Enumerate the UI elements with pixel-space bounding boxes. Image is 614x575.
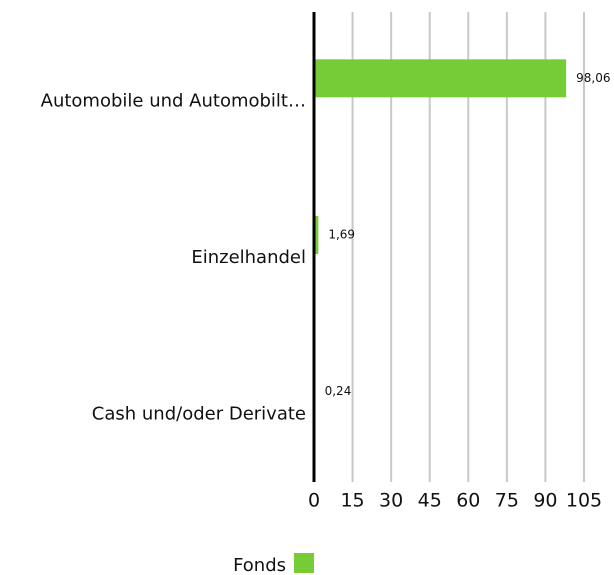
- x-tick-label: 30: [379, 490, 403, 512]
- data-label: 1,69: [328, 228, 355, 242]
- x-tick-label: 90: [533, 490, 557, 512]
- y-tick-label: Cash und/oder Derivate: [92, 404, 306, 425]
- x-tick-label: 105: [566, 490, 602, 512]
- data-label: 98,06: [576, 71, 610, 85]
- y-tick-label: Einzelhandel: [191, 247, 306, 268]
- x-tick-label: 45: [418, 490, 442, 512]
- x-tick-label: 75: [495, 490, 519, 512]
- bar: [314, 59, 567, 98]
- y-tick-label: Automobile und Automobilt…: [41, 90, 306, 111]
- x-tick-label: 0: [308, 490, 320, 512]
- legend-swatch: [294, 553, 314, 573]
- x-tick-label: 15: [340, 490, 364, 512]
- legend-label: Fonds: [233, 555, 286, 575]
- bar: [314, 216, 319, 254]
- x-tick-label: 60: [456, 490, 480, 512]
- data-label: 0,24: [325, 384, 352, 398]
